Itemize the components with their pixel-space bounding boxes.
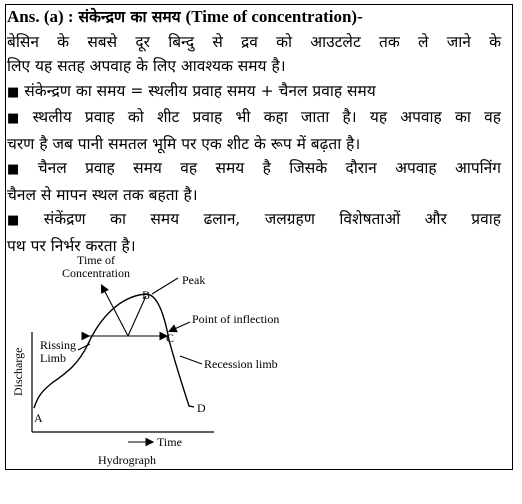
- point-a-label: A: [34, 411, 43, 425]
- time-of-concentration-arrow: [100, 284, 129, 337]
- paragraph-line: पथ पर निर्भर करता है।: [7, 234, 501, 259]
- paragraph-text: चरण है जब पानी समतल भूमि पर एक शीट के रू…: [7, 134, 361, 153]
- answer-box: [5, 4, 513, 470]
- recession-pointer: [179, 355, 203, 365]
- bullet-icon: ■: [7, 213, 39, 228]
- paragraph-line: लिए यह सतह अपवाह के लिए आवश्यक समय है।: [7, 54, 501, 79]
- heading-hindi: संकेन्द्रण का समय: [78, 7, 181, 26]
- time-of-concentration-label-1: Time of: [77, 256, 115, 267]
- paragraph-text: संकेन्द्रण का समय = स्थलीय प्रवाह समय + …: [24, 81, 376, 100]
- rising-pointer: [77, 343, 91, 351]
- paragraph-line: ■ संकेंद्रण का समय ढलान, जलग्रहण विशेषताओ…: [7, 207, 501, 234]
- paragraph-text: चैनल से मापन स्थल तक बहता है।: [7, 185, 198, 204]
- hydrograph-curve: [33, 293, 195, 409]
- bullet-icon: ■: [7, 84, 20, 100]
- paragraph-text: चैनल प्रवाह समय वह समय है जिसके दौरान अप…: [37, 159, 501, 177]
- answer-label: Ans. (a) :: [7, 7, 74, 26]
- hydrograph-diagram: Time of Concentration Peak B Point of in…: [11, 256, 279, 467]
- answer-text: Ans. (a) : संकेन्द्रण का समय (Time of co…: [7, 5, 501, 258]
- heading-english: (Time of concentration)-: [185, 7, 363, 26]
- inflection-label: Point of inflection: [192, 312, 279, 326]
- paragraph-line: ■ संकेन्द्रण का समय = स्थलीय प्रवाह समय +…: [7, 79, 501, 106]
- time-of-concentration-label-2: Concentration: [62, 266, 130, 280]
- hydrograph-caption: Hydrograph: [98, 453, 156, 467]
- answer-paragraphs: बेसिन के सबसे दूर बिन्दु से द्रव को आउटल…: [7, 30, 501, 259]
- paragraph-line: बेसिन के सबसे दूर बिन्दु से द्रव को आउटल…: [7, 30, 501, 55]
- bullet-icon: ■: [7, 162, 33, 177]
- paragraph-line: ■ स्थलीय प्रवाह को शीट प्रवाह भी कहा जाता…: [7, 105, 501, 132]
- bullet-icon: ■: [7, 111, 28, 126]
- paragraph-line: चैनल से मापन स्थल तक बहता है।: [7, 183, 501, 208]
- rising-limb-label-1: Rissing: [40, 338, 76, 352]
- peak-label: Peak: [182, 273, 205, 287]
- paragraph-text: बेसिन के सबसे दूर बिन्दु से द्रव को आउटल…: [7, 32, 501, 51]
- paragraph-text: पथ पर निर्भर करता है।: [7, 236, 136, 255]
- point-b-label: B: [142, 288, 150, 302]
- time-label: Time: [157, 435, 182, 449]
- rising-limb-label-2: Limb: [40, 351, 66, 365]
- paragraph-line: ■ चैनल प्रवाह समय वह समय है जिसके दौरान अ…: [7, 156, 501, 183]
- point-d-label: D: [197, 401, 206, 415]
- answer-heading: Ans. (a) : संकेन्द्रण का समय (Time of co…: [7, 5, 501, 30]
- peak-pointer: [151, 277, 179, 295]
- recession-limb-label: Recession limb: [204, 357, 278, 371]
- point-c-label: C: [166, 331, 174, 345]
- paragraph-text: संकेंद्रण का समय ढलान, जलग्रहण विशेषताओं…: [43, 210, 501, 228]
- discharge-label: Discharge: [11, 348, 25, 396]
- inflection-arrow: [167, 321, 191, 333]
- peak-line: [127, 295, 147, 337]
- paragraph-text: स्थलीय प्रवाह को शीट प्रवाह भी कहा जाता …: [32, 108, 501, 126]
- paragraph-text: लिए यह सतह अपवाह के लिए आवश्यक समय है।: [7, 57, 286, 75]
- paragraph-line: चरण है जब पानी समतल भूमि पर एक शीट के रू…: [7, 132, 501, 157]
